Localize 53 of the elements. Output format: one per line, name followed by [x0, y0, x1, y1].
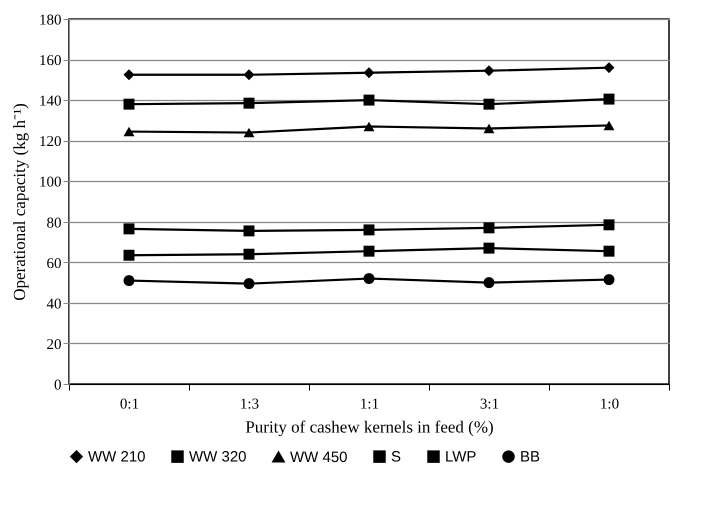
y-tick-label: 180 — [39, 12, 62, 28]
point — [364, 273, 374, 284]
point — [604, 120, 614, 130]
point — [124, 98, 134, 110]
point — [484, 242, 494, 254]
point — [604, 246, 614, 257]
point — [124, 250, 134, 261]
y-tick-label: 0 — [54, 378, 62, 394]
point — [364, 246, 374, 257]
legend-label: WW 450 — [290, 448, 348, 466]
point — [244, 69, 254, 80]
point — [604, 219, 614, 230]
point — [604, 94, 614, 105]
point — [364, 67, 374, 78]
x-tick-label: 1:1 — [360, 396, 380, 412]
point — [364, 94, 374, 106]
x-tick-label: 3:1 — [480, 396, 500, 412]
point — [484, 98, 494, 110]
point — [124, 126, 134, 136]
point — [364, 122, 374, 132]
y-tick-label: 140 — [39, 94, 62, 110]
point — [124, 275, 134, 286]
point — [244, 128, 254, 138]
x-tick-label: 1:0 — [600, 396, 620, 412]
y-axis-title: Operational capacity (kg h⁻¹) — [10, 103, 29, 301]
point — [364, 224, 374, 236]
legend-label: LWP — [445, 448, 476, 466]
point — [484, 222, 494, 234]
x-axis-title: Purity of cashew kernels in feed (%) — [245, 418, 494, 436]
y-tick-label: 100 — [39, 174, 62, 191]
point — [244, 98, 254, 109]
legend-label: WW 320 — [189, 448, 247, 466]
y-tick-label: 120 — [39, 134, 62, 150]
point — [244, 278, 254, 290]
point — [484, 124, 494, 134]
point — [124, 69, 134, 80]
point — [244, 225, 254, 236]
point — [604, 274, 614, 286]
legend-label: S — [391, 448, 402, 466]
y-tick-label: 40 — [46, 296, 62, 312]
y-tick-label: 160 — [39, 53, 62, 70]
point — [244, 248, 254, 260]
point — [484, 277, 494, 288]
point — [604, 62, 614, 74]
point — [484, 65, 494, 76]
x-tick-label: 0:1 — [120, 396, 140, 412]
legend-label: BB — [520, 448, 540, 466]
point — [124, 223, 134, 234]
y-tick-label: 60 — [46, 256, 62, 272]
x-tick-label: 1:3 — [240, 396, 260, 412]
y-tick-label: 20 — [46, 336, 62, 353]
y-tick-label: 80 — [46, 215, 62, 232]
legend-label: WW 210 — [88, 448, 146, 466]
